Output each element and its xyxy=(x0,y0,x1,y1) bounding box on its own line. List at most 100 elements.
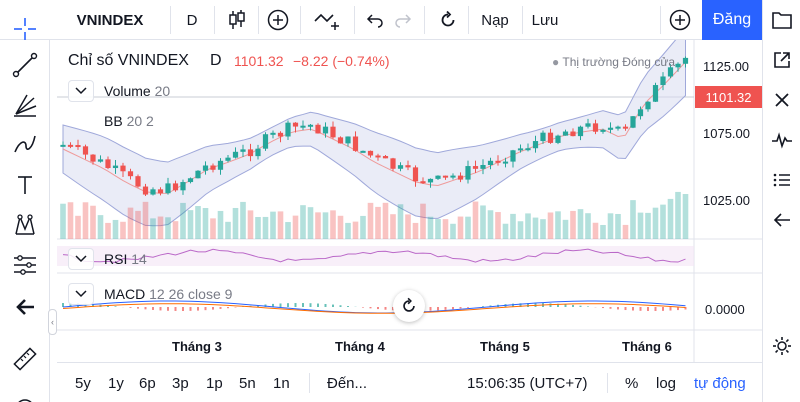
candle-body xyxy=(337,137,344,144)
alert-button[interactable] xyxy=(763,82,800,118)
candle-body xyxy=(420,181,426,184)
volume-bar xyxy=(210,218,216,239)
bb-legend[interactable]: BB 20 2 xyxy=(104,113,154,129)
reload-button[interactable] xyxy=(434,0,462,40)
range-button[interactable]: 1p xyxy=(206,374,223,392)
percent-scale-button[interactable]: % xyxy=(625,374,639,392)
arrow-left-icon xyxy=(773,213,790,227)
volume-bar xyxy=(345,222,351,239)
rsi-collapse-button[interactable] xyxy=(68,248,94,270)
prediction-tool[interactable] xyxy=(5,248,45,282)
range-button[interactable]: 1n xyxy=(273,374,290,392)
legend-change: −8.22 (−0.74%) xyxy=(293,53,390,69)
volume-bar xyxy=(247,210,254,239)
reset-chart-button[interactable] xyxy=(393,290,425,322)
candle-body xyxy=(525,148,531,151)
pulse-icon xyxy=(772,132,792,149)
refresh-icon xyxy=(441,10,455,27)
zoom-icon xyxy=(18,399,32,402)
right-toolbar xyxy=(762,0,800,402)
volume-bar xyxy=(120,221,126,239)
auto-scale-button[interactable]: tự động xyxy=(694,374,746,392)
measure-tool[interactable] xyxy=(5,342,45,376)
list-button[interactable] xyxy=(763,162,800,198)
candle-body xyxy=(405,165,411,168)
macd-collapse-button[interactable] xyxy=(68,283,94,305)
chart-style-button[interactable] xyxy=(222,0,252,40)
goto-date-button[interactable]: Đến... xyxy=(327,374,368,392)
brush-tool[interactable] xyxy=(5,128,45,162)
rsi-legend[interactable]: RSI 14 xyxy=(104,251,147,267)
fib-tool[interactable] xyxy=(5,88,45,122)
candle-body xyxy=(142,186,149,195)
volume-bar xyxy=(292,215,299,239)
candle-body xyxy=(600,129,606,132)
macd-signal-line xyxy=(62,303,686,314)
toolbar-collapse-handle[interactable]: ‹ xyxy=(48,309,57,335)
load-layout-button[interactable]: Nạp xyxy=(481,11,509,29)
volume-bar xyxy=(435,219,441,239)
indicators-collapse-button[interactable] xyxy=(68,80,94,102)
candle-body xyxy=(660,76,666,86)
price-chart[interactable] xyxy=(57,40,762,362)
interval-button[interactable]: D xyxy=(186,11,198,29)
clock-timezone[interactable]: 15:06:35 (UTC+7) xyxy=(467,374,588,392)
volume-bar xyxy=(390,214,396,239)
volume-bar xyxy=(225,221,231,239)
range-button[interactable]: 5n xyxy=(239,374,256,392)
ruler-icon xyxy=(13,347,37,371)
volume-bar xyxy=(352,221,359,239)
symbol-search-button[interactable]: VNINDEX xyxy=(76,11,144,29)
save-layout-button[interactable]: Lưu xyxy=(531,11,559,29)
candle-body xyxy=(450,175,456,178)
trend-line-tool[interactable] xyxy=(5,48,45,82)
text-tool[interactable] xyxy=(5,168,45,202)
top-toolbar: VNINDEX D xyxy=(0,0,800,40)
range-button[interactable]: 5y xyxy=(75,374,91,392)
redo-button[interactable] xyxy=(390,0,416,40)
volume-bar xyxy=(315,212,321,239)
macd-legend[interactable]: MACD 12 26 close 9 xyxy=(104,286,232,302)
macd-name: MACD xyxy=(104,286,146,302)
undo-button[interactable] xyxy=(362,0,388,40)
volume-bar xyxy=(532,217,539,239)
candle-body xyxy=(667,67,674,77)
forecast-icon xyxy=(14,255,36,275)
volume-bar xyxy=(517,221,524,239)
gear-icon xyxy=(773,337,791,355)
watchlist-button[interactable] xyxy=(763,2,800,38)
candle-body xyxy=(60,144,66,147)
candle-body xyxy=(97,159,104,162)
candle-body xyxy=(180,182,186,191)
candle-body xyxy=(510,150,516,162)
pattern-tool[interactable] xyxy=(5,208,45,242)
range-button[interactable]: 6p xyxy=(139,374,156,392)
candle-body xyxy=(375,155,381,158)
data-window-button[interactable] xyxy=(763,122,800,158)
crosshair-tool[interactable] xyxy=(5,12,45,46)
chart-settings-button[interactable] xyxy=(763,328,800,364)
volume-bar xyxy=(195,206,201,239)
volume-bar xyxy=(555,211,561,239)
range-button[interactable]: 3p xyxy=(172,374,189,392)
volume-bar xyxy=(157,216,164,239)
candles-icon xyxy=(229,10,245,29)
volume-bar xyxy=(637,212,644,239)
log-scale-button[interactable]: log xyxy=(656,374,677,392)
list-icon xyxy=(773,173,790,187)
candle-body xyxy=(352,136,359,151)
zoom-tool[interactable] xyxy=(5,386,45,402)
compare-button[interactable] xyxy=(310,0,344,40)
back-button[interactable] xyxy=(5,290,45,324)
open-external-button[interactable] xyxy=(763,42,800,78)
range-button[interactable]: 1y xyxy=(108,374,124,392)
volume-bar xyxy=(585,213,591,239)
candle-body xyxy=(187,178,194,183)
volume-bar xyxy=(667,198,674,239)
add-indicator-button[interactable] xyxy=(264,0,292,40)
publish-button[interactable]: Đăng xyxy=(702,0,762,40)
fullscreen-add-button[interactable] xyxy=(666,0,694,40)
candle-body xyxy=(112,165,119,169)
collapse-panel-button[interactable] xyxy=(763,202,800,238)
volume-legend[interactable]: Volume 20 xyxy=(104,83,170,99)
